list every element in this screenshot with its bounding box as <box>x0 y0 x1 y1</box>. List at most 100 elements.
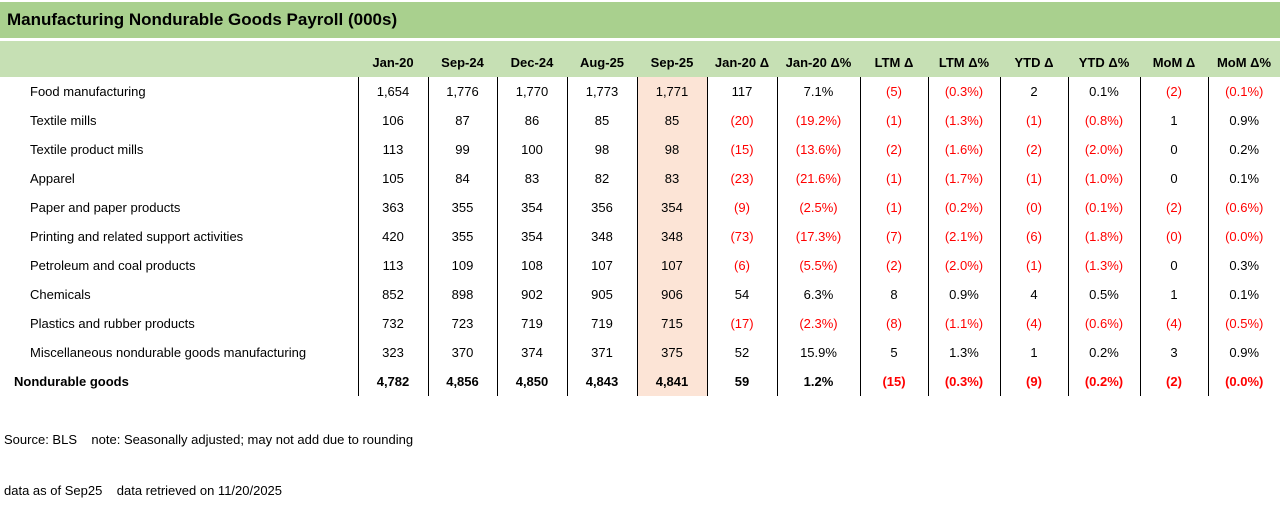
value-cell: 107 <box>566 251 637 280</box>
value-cell: (15) <box>706 135 777 164</box>
value-cell: 0 <box>1139 251 1208 280</box>
value-cell: 905 <box>566 280 637 309</box>
value-cell: (0.1%) <box>1067 193 1140 222</box>
value-cell: 852 <box>357 280 428 309</box>
table-row: Petroleum and coal products 113 109 108 107 1… <box>0 251 1280 280</box>
value-cell: 4,841 <box>636 367 707 396</box>
value-cell: 356 <box>566 193 637 222</box>
value-cell: (0.8%) <box>1067 106 1140 135</box>
table-row: Textile mills 106 87 86 85 85 (20) (19.2%) (1) (1… <box>0 106 1280 135</box>
value-cell: 117 <box>706 77 777 106</box>
value-cell: 0.3% <box>1207 251 1280 280</box>
value-cell: (23) <box>706 164 777 193</box>
value-cell: 1 <box>1139 106 1208 135</box>
table-row: Paper and paper products 363 355 354 356 354(… <box>0 193 1280 222</box>
value-cell: 719 <box>566 309 637 338</box>
report-title-bar: Manufacturing Nondurable Goods Payroll (… <box>0 2 1280 38</box>
value-cell: 84 <box>427 164 497 193</box>
value-cell: 113 <box>357 251 428 280</box>
value-cell: (8) <box>859 309 928 338</box>
value-cell: 348 <box>636 222 707 251</box>
value-cell: (4) <box>999 309 1068 338</box>
value-cell: (1.0%) <box>1067 164 1140 193</box>
value-cell: 0.1% <box>1207 164 1280 193</box>
row-label: Plastics and rubber products <box>30 316 195 331</box>
value-cell: 4,843 <box>566 367 637 396</box>
row-label: Apparel <box>30 171 75 186</box>
value-cell: 3 <box>1139 338 1208 367</box>
column-header: YTD Δ <box>1000 41 1068 77</box>
row-label: Paper and paper products <box>30 200 181 215</box>
report-footer: Source: BLS note: Seasonally adjusted; m… <box>0 399 1280 516</box>
column-header: LTM Δ% <box>928 41 1000 77</box>
value-cell: 348 <box>566 222 637 251</box>
row-label: Nondurable goods <box>14 374 129 389</box>
value-cell: 4,782 <box>357 367 428 396</box>
value-cell: 100 <box>496 135 567 164</box>
value-cell: 375 <box>636 338 707 367</box>
value-cell: 98 <box>636 135 707 164</box>
column-header: Jan-20 <box>358 41 428 77</box>
value-cell: (15) <box>859 367 928 396</box>
value-cell: 898 <box>427 280 497 309</box>
row-label: Miscellaneous nondurable goods manufactu… <box>30 345 307 360</box>
value-cell: 0.2% <box>1207 135 1280 164</box>
value-cell: (0.3%) <box>927 77 1000 106</box>
column-header: LTM Δ <box>860 41 928 77</box>
value-cell: (9) <box>706 193 777 222</box>
row-label-column-header <box>0 41 358 77</box>
page-title: Manufacturing Nondurable Goods Payroll (… <box>7 10 398 29</box>
value-cell: 109 <box>427 251 497 280</box>
value-cell: 6.3% <box>776 280 860 309</box>
value-cell: 108 <box>496 251 567 280</box>
value-cell: 355 <box>427 193 497 222</box>
value-cell: 374 <box>496 338 567 367</box>
value-cell: 0.9% <box>927 280 1000 309</box>
value-cell: 1,776 <box>427 77 497 106</box>
value-cell: (1.8%) <box>1067 222 1140 251</box>
value-cell: 1,771 <box>636 77 707 106</box>
table-row: Food manufacturing 1,654 1,776 1,770 1,773 1,… <box>0 77 1280 106</box>
value-cell: 8 <box>859 280 928 309</box>
value-cell: 99 <box>427 135 497 164</box>
value-cell: 902 <box>496 280 567 309</box>
value-cell: (0.2%) <box>927 193 1000 222</box>
value-cell: (1.7%) <box>927 164 1000 193</box>
value-cell: 354 <box>496 222 567 251</box>
value-cell: 15.9% <box>776 338 860 367</box>
data-asof-note: data as of Sep25 data retrieved on 11/20… <box>4 483 283 498</box>
row-label: Printing and related support activities <box>30 229 244 244</box>
value-cell: (9) <box>999 367 1068 396</box>
value-cell: (6) <box>999 222 1068 251</box>
value-cell: 732 <box>357 309 428 338</box>
value-cell: (5) <box>859 77 928 106</box>
value-cell: (1) <box>859 193 928 222</box>
value-cell: (2.3%) <box>776 309 860 338</box>
value-cell: (2.0%) <box>1067 135 1140 164</box>
table-row: Printing and related support activities 4… <box>0 222 1280 251</box>
value-cell: 87 <box>427 106 497 135</box>
value-cell: (0.3%) <box>927 367 1000 396</box>
value-cell: 420 <box>357 222 428 251</box>
value-cell: (2.1%) <box>927 222 1000 251</box>
column-header: Dec-24 <box>497 41 567 77</box>
value-cell: (0) <box>1139 222 1208 251</box>
source-note: Source: BLS note: Seasonally adjusted; m… <box>4 432 414 447</box>
value-cell: (2) <box>1139 367 1208 396</box>
value-cell: 1,773 <box>566 77 637 106</box>
column-header: MoM Δ% <box>1208 41 1280 77</box>
column-header: Sep-25 <box>637 41 707 77</box>
column-header: Sep-24 <box>428 41 497 77</box>
value-cell: 354 <box>496 193 567 222</box>
value-cell: 0.5% <box>1067 280 1140 309</box>
value-cell: 0.1% <box>1067 77 1140 106</box>
value-cell: 113 <box>357 135 428 164</box>
value-cell: 54 <box>706 280 777 309</box>
value-cell: 85 <box>566 106 637 135</box>
value-cell: (0) <box>999 193 1068 222</box>
value-cell: (2) <box>859 251 928 280</box>
value-cell: (1) <box>999 164 1068 193</box>
value-cell: 723 <box>427 309 497 338</box>
payroll-table: Jan-20 Sep-24 Dec-24 Aug-25 Sep-25 Jan-20 Δ Ja… <box>0 41 1280 396</box>
value-cell: (20) <box>706 106 777 135</box>
